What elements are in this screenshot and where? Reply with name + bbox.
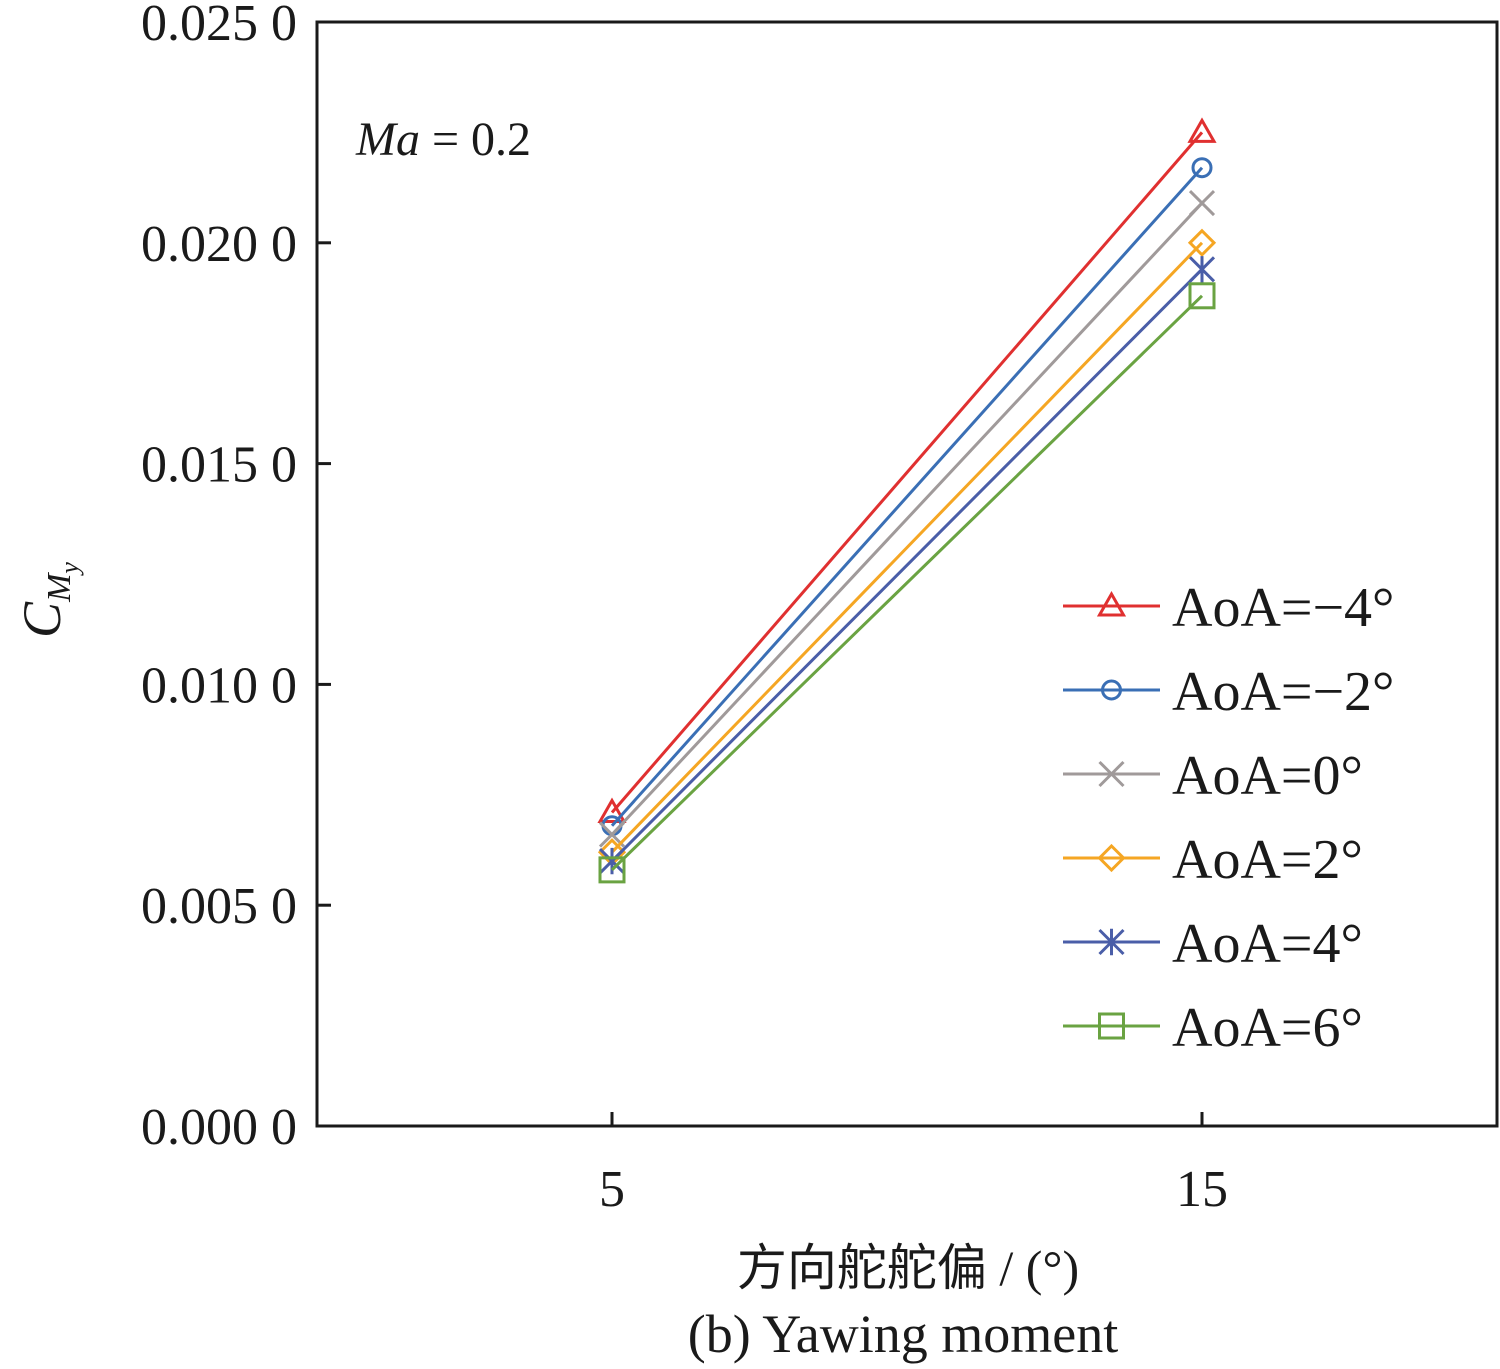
data-point-marker [1187,228,1217,257]
annotation-mach: Ma = 0.2 [355,113,531,166]
x-tick-label: 5 [599,1161,625,1218]
data-point-marker [1191,157,1213,179]
series-line [610,166,1204,827]
series-line [610,268,1204,863]
x-axis-ticks: 5 15 [599,1112,1228,1218]
data-point-marker [1188,189,1216,217]
series-line [610,202,1204,836]
x-axis-label: 方向舵舵偏 / (°) [737,1240,1079,1296]
y-tick-label: 0.025 0 [141,0,297,52]
series-layer [597,117,1217,884]
legend-label: AoA=6° [1172,997,1363,1059]
y-axis-label: CMy [12,562,84,638]
series-line [610,131,1204,814]
legend-label: AoA=−2° [1172,661,1394,723]
data-point-marker [1097,843,1126,873]
y-tick-label: 0.010 0 [141,657,297,714]
x-tick-label: 15 [1176,1161,1228,1218]
legend-label: AoA=−4° [1172,577,1394,639]
data-point-marker [598,856,626,884]
data-point-marker [1098,760,1125,788]
legend-label: AoA=4° [1172,913,1363,975]
series-line [610,294,1204,871]
legend-label: AoA=0° [1172,745,1363,807]
plot-area-frame [315,20,1499,1128]
data-point-marker [1188,282,1216,310]
data-point-marker [1187,117,1217,143]
y-tick-label: 0.000 0 [141,1099,297,1156]
legend: AoA=−4° AoA=−2° AoA=0° AoA=2° AoA=4° AoA=6° [1063,577,1394,1059]
figure-caption: (b) Yawing moment [688,1304,1119,1364]
data-point-marker [1098,1012,1125,1040]
data-point-marker [1101,679,1122,701]
data-point-marker [1188,256,1216,283]
y-axis-ticks: 0.000 0 0.005 0 0.010 0 0.015 0 0.020 0 0.025… [141,0,331,1156]
legend-label: AoA=2° [1172,829,1363,891]
series-line [610,241,1204,854]
y-tick-label: 0.020 0 [141,216,297,273]
data-point-marker [597,797,627,823]
data-point-marker [1098,928,1125,956]
data-point-marker [1096,590,1127,617]
y-tick-label: 0.005 0 [141,878,297,935]
y-tick-label: 0.015 0 [141,437,297,494]
